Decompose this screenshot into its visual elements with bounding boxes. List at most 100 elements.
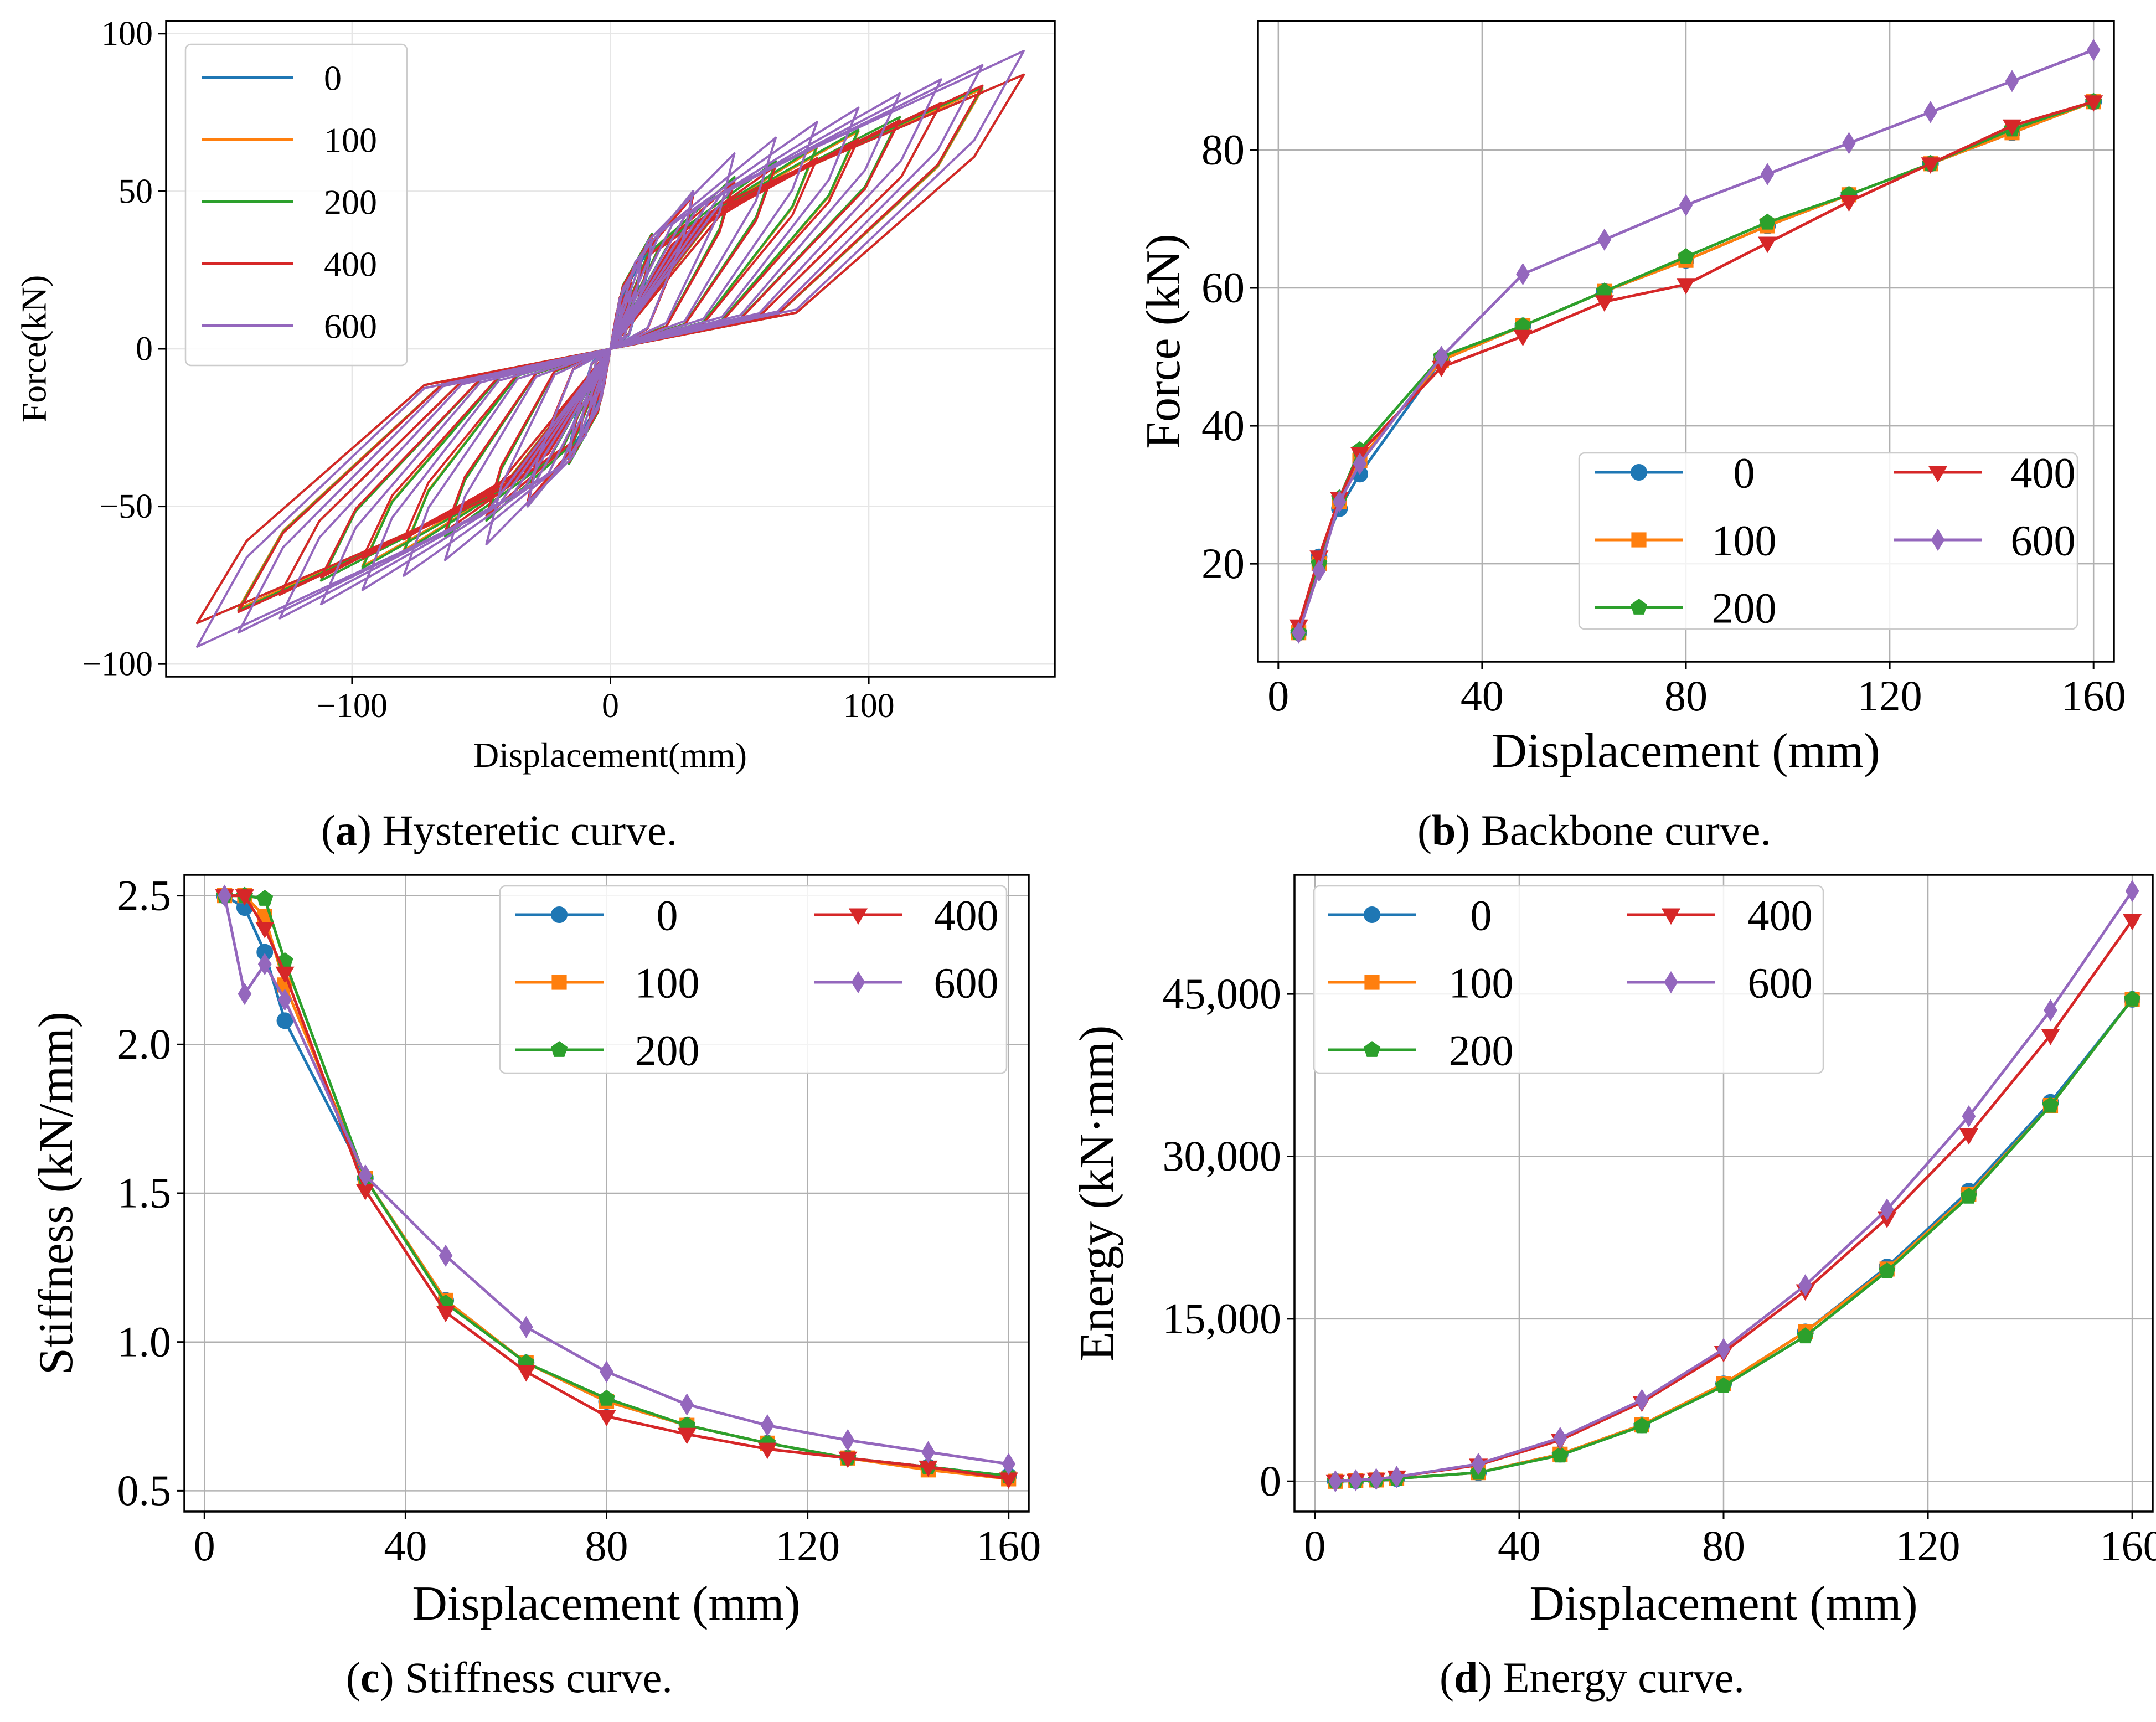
y-tick-label: 1.0 xyxy=(117,1317,172,1365)
x-axis-label: Displacement (mm) xyxy=(1492,724,1880,778)
legend-label-400: 400 xyxy=(2011,448,2076,497)
y-tick-label: 20 xyxy=(1201,539,1245,587)
data-point-200 xyxy=(256,890,274,906)
data-point-400 xyxy=(1758,236,1777,254)
data-point-400 xyxy=(275,966,295,983)
y-tick-label: 45,000 xyxy=(1163,970,1282,1018)
legend-label-400: 400 xyxy=(324,244,377,283)
data-point-600 xyxy=(1553,1426,1567,1450)
legend-box xyxy=(1578,452,2078,630)
y-axis-label: Stiffness (kN/mm) xyxy=(29,1012,83,1375)
x-tick-label: 0 xyxy=(1267,672,1289,720)
data-point-600 xyxy=(1369,1468,1383,1491)
caption-b: (b) Backbone curve. xyxy=(1417,806,1771,854)
data-point-600 xyxy=(1002,1452,1016,1476)
data-point-200 xyxy=(1759,213,1776,230)
y-axis-label: Force (kN) xyxy=(1137,234,1190,449)
x-tick-label: 160 xyxy=(2061,672,2126,720)
legend-box xyxy=(499,885,1008,1074)
y-axis-label: Energy (kN·mm) xyxy=(1070,1025,1124,1362)
legend-label-100: 100 xyxy=(635,958,700,1007)
data-point-600 xyxy=(1635,1389,1649,1411)
legend-marker-600 xyxy=(1931,528,1945,551)
panel-a-hysteretic-chart: −100 0 100 −100 −50 0 50 100 Displacement(mm) For… xyxy=(14,15,1056,775)
legend-label-200: 200 xyxy=(635,1026,700,1074)
data-point-600 xyxy=(1880,1198,1894,1221)
legend-marker-400 xyxy=(1661,908,1681,925)
data-point-600 xyxy=(1390,1466,1404,1488)
legend-label-600: 600 xyxy=(324,306,377,346)
x-tick-label: 40 xyxy=(1461,672,1504,720)
data-point-400 xyxy=(517,1365,536,1382)
data-point-600 xyxy=(1471,1452,1486,1476)
data-point-200 xyxy=(1677,248,1695,264)
legend-marker-200 xyxy=(550,1041,568,1057)
data-point-600 xyxy=(1516,262,1530,286)
data-point-200 xyxy=(1797,1327,1814,1344)
legend-label-0: 0 xyxy=(1734,448,1755,497)
panel-c-stiffness-chart: 0 40 80 120 160 0.5 1.0 1.5 2.0 2.5 Displacement (… xyxy=(29,871,1041,1631)
legend-label-600: 600 xyxy=(934,958,999,1007)
x-axis-label: Displacement (mm) xyxy=(1529,1577,1917,1631)
y-tick-label: 40 xyxy=(1201,401,1245,450)
data-point-400 xyxy=(2122,914,2142,931)
data-point-600 xyxy=(1962,1105,1976,1128)
caption-a: (a) Hysteretic curve. xyxy=(321,806,678,854)
legend-marker-200 xyxy=(1630,599,1648,615)
data-point-600 xyxy=(840,1429,855,1452)
data-point-600 xyxy=(257,953,272,976)
data-point-400 xyxy=(1595,295,1614,312)
legend-marker-400 xyxy=(1928,466,1948,483)
data-point-600 xyxy=(2086,39,2101,61)
data-point-600 xyxy=(600,1360,613,1383)
data-point-600 xyxy=(921,1441,935,1463)
x-tick-label: 100 xyxy=(843,687,895,725)
y-tick-label: 60 xyxy=(1201,264,1245,312)
caption-d: (d) Energy curve. xyxy=(1440,1653,1745,1702)
caption-d-letter: d xyxy=(1453,1653,1478,1702)
y-tick-label: 50 xyxy=(118,173,153,210)
x-tick-label: 40 xyxy=(384,1522,427,1570)
caption-d-text: Energy curve. xyxy=(1503,1653,1745,1702)
data-point-600 xyxy=(358,1164,373,1187)
legend-box xyxy=(1313,885,1824,1074)
data-point-600 xyxy=(1842,132,1856,154)
legend-label-400: 400 xyxy=(1748,891,1813,939)
x-tick-label: 80 xyxy=(1702,1522,1745,1570)
x-tick-label: 80 xyxy=(1664,672,1708,720)
x-axis-label: Displacement(mm) xyxy=(473,735,747,775)
data-point-600 xyxy=(680,1393,694,1416)
legend-label-0: 0 xyxy=(324,58,342,97)
legend-marker-600 xyxy=(1664,971,1678,994)
data-point-0 xyxy=(276,1012,293,1029)
data-point-600 xyxy=(1923,101,1938,123)
data-point-600 xyxy=(238,982,252,1006)
data-point-600 xyxy=(1597,228,1612,251)
y-tick-label: 15,000 xyxy=(1163,1295,1282,1343)
legend-label-200: 200 xyxy=(1449,1026,1514,1074)
panel-d-energy-chart: 0 40 80 120 160 0 15,000 30,000 45,000 Displaceme… xyxy=(1070,874,2156,1631)
data-point-200 xyxy=(1960,1187,1977,1204)
y-tick-label: 2.5 xyxy=(117,871,172,919)
data-point-200 xyxy=(2042,1096,2059,1113)
x-axis-label: Displacement (mm) xyxy=(412,1577,800,1631)
legend-label-200: 200 xyxy=(1712,584,1777,632)
data-point-400 xyxy=(1676,278,1696,295)
caption-c: (c) Stiffness curve. xyxy=(346,1653,673,1702)
legend-marker-400 xyxy=(848,908,868,925)
data-point-600 xyxy=(1798,1274,1812,1297)
x-tick-label: 40 xyxy=(1498,1522,1541,1570)
legend-label-0: 0 xyxy=(657,891,678,939)
data-point-200 xyxy=(1879,1262,1896,1278)
y-tick-label: 0.5 xyxy=(117,1466,172,1514)
x-tick-label: 120 xyxy=(1858,672,1922,720)
x-tick-label: 0 xyxy=(194,1522,215,1570)
data-point-200 xyxy=(598,1389,615,1406)
legend-marker-100 xyxy=(1364,975,1380,990)
x-tick-label: 0 xyxy=(602,687,619,725)
caption-c-text: Stiffness curve. xyxy=(405,1653,673,1702)
data-point-200 xyxy=(1633,1417,1650,1434)
data-point-400 xyxy=(2002,119,2022,136)
y-tick-label: 2.0 xyxy=(117,1020,172,1068)
